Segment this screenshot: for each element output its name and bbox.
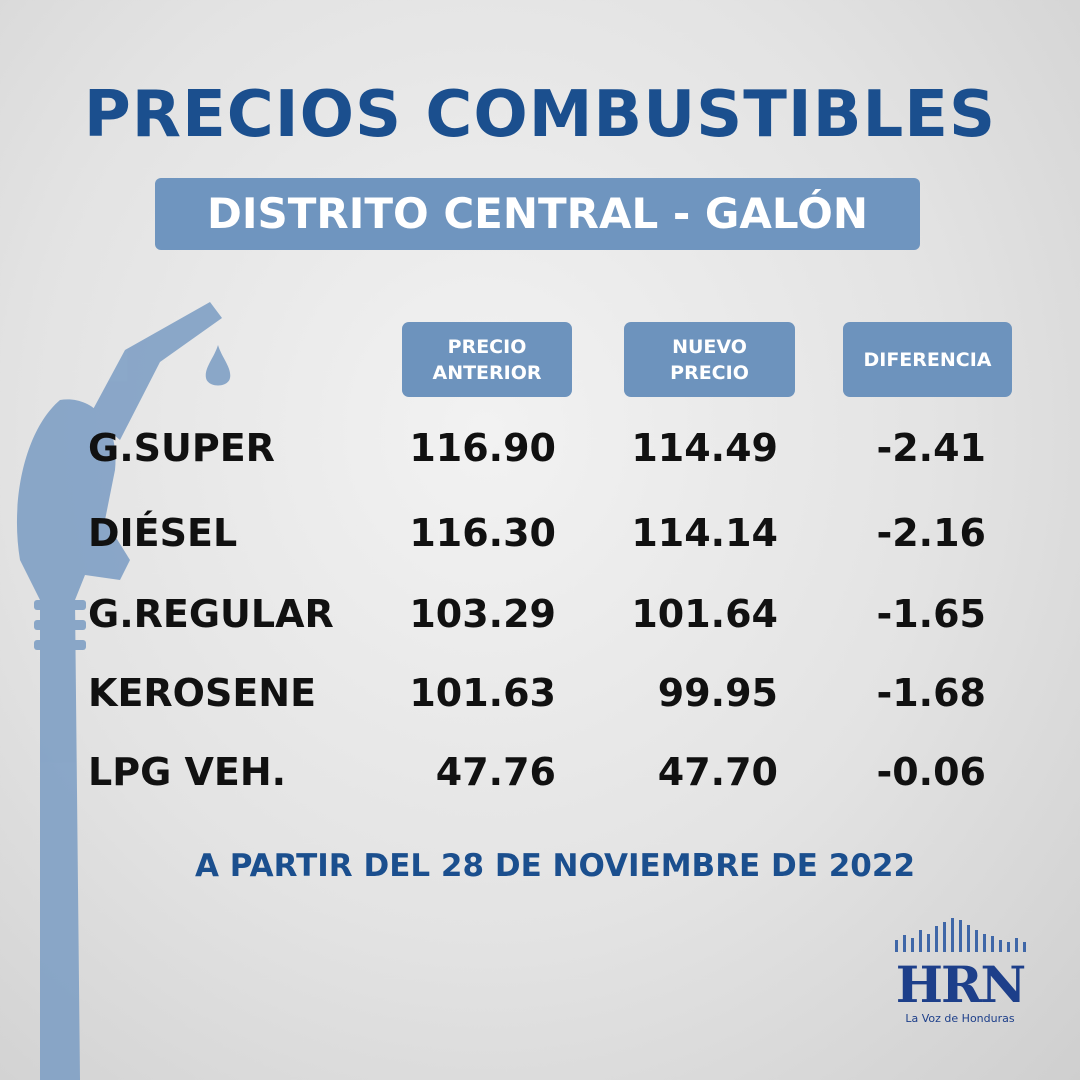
price-cell: 47.76	[435, 750, 556, 794]
price-cell: 101.64	[631, 592, 778, 636]
price-cell: -1.68	[876, 671, 986, 715]
price-cell: 114.49	[631, 426, 778, 470]
price-cell: -2.41	[876, 426, 986, 470]
row-label: LPG VEH.	[88, 750, 287, 794]
column-header: DIFERENCIA	[843, 322, 1012, 397]
row-label: G.SUPER	[88, 426, 275, 470]
price-cell: -0.06	[876, 750, 986, 794]
column-header: NUEVO PRECIO	[624, 322, 795, 397]
price-cell: 103.29	[409, 592, 556, 636]
row-label: G.REGULAR	[88, 592, 334, 636]
price-cell: -1.65	[876, 592, 986, 636]
price-cell: 47.70	[657, 750, 778, 794]
price-cell: 116.30	[409, 511, 556, 555]
logo: HRN	[895, 955, 1027, 1014]
footer-note: A PARTIR DEL 28 DE NOVIEMBRE DE 2022	[194, 848, 916, 884]
column-header: PRECIO ANTERIOR	[402, 322, 572, 397]
price-cell: 114.14	[631, 511, 778, 555]
row-label: DIÉSEL	[88, 511, 238, 555]
logo-tagline: La Voz de Honduras	[905, 1012, 1015, 1025]
row-label: KEROSENE	[88, 671, 317, 715]
price-cell: 101.63	[409, 671, 556, 715]
price-cell: 99.95	[657, 671, 778, 715]
subtitle: DISTRITO CENTRAL - GALÓN	[155, 178, 920, 250]
title: PRECIOS COMBUSTIBLES	[83, 78, 997, 152]
price-cell: -2.16	[876, 511, 986, 555]
price-cell: 116.90	[409, 426, 556, 470]
